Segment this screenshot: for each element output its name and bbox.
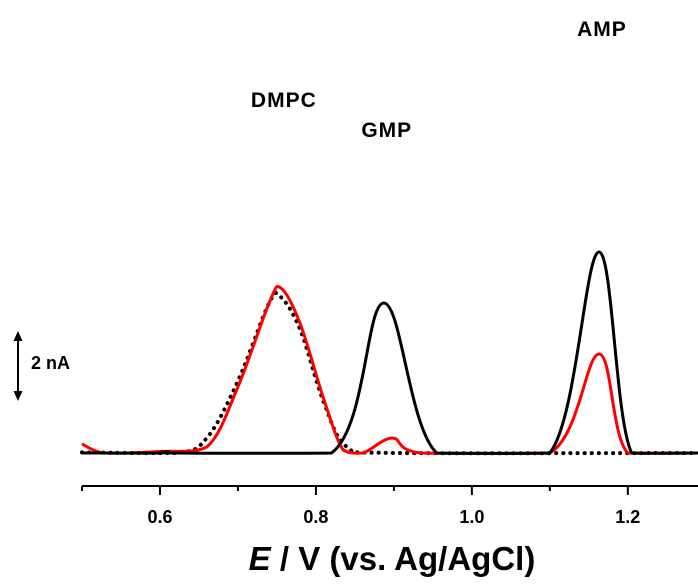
x-ticks: 0.6 0.8 1.0 1.2 bbox=[81, 486, 640, 527]
peak-label: AMP bbox=[577, 18, 627, 41]
scale-bar-label: 2 nA bbox=[31, 353, 70, 373]
peak-label: GMP bbox=[361, 119, 412, 142]
peak-label: DMPC bbox=[251, 89, 317, 112]
series-line-2 bbox=[81, 285, 698, 455]
x-axis: 0.6 0.8 1.0 1.2 bbox=[81, 485, 698, 527]
x-tick-label: 0.8 bbox=[303, 507, 328, 527]
series-layer bbox=[80, 250, 698, 456]
x-axis-label-rest: / V (vs. Ag/AgCl) bbox=[271, 540, 536, 577]
scale-bar-arrow-up bbox=[13, 331, 23, 341]
series-line-1 bbox=[80, 291, 698, 456]
x-tick-label: 1.2 bbox=[615, 507, 640, 527]
scale-bar-arrow-down bbox=[13, 391, 23, 401]
x-axis-label: E / V (vs. Ag/AgCl) bbox=[249, 540, 536, 577]
x-axis-label-variable: E bbox=[249, 540, 272, 577]
peak-labels: DMPC GMP AMP bbox=[251, 18, 627, 142]
x-tick-label: 1.0 bbox=[459, 507, 484, 527]
series-line-3 bbox=[81, 250, 698, 455]
x-tick-label: 0.6 bbox=[147, 507, 172, 527]
scale-bar: 2 nA bbox=[13, 331, 70, 401]
